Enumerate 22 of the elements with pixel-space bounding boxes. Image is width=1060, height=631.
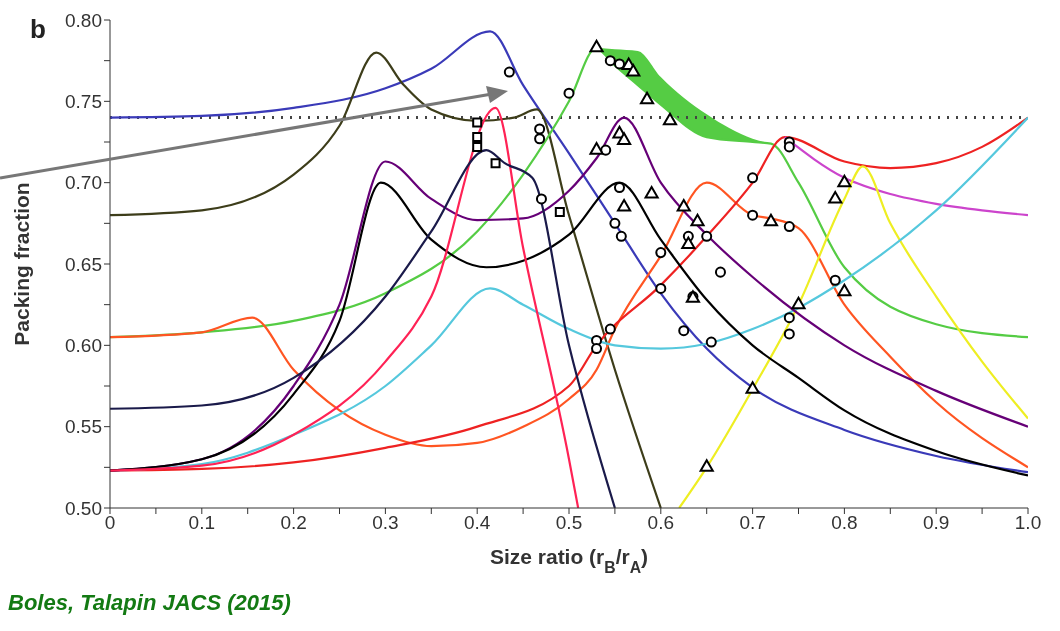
x-axis-title: Size ratio (r$_{B}$/r$_{A}$) xyxy=(489,545,649,576)
y-tick-label: 0.70 xyxy=(65,172,102,194)
text: Boles, Talapin JACS (2015) xyxy=(8,590,291,616)
x-tick-label: 0.9 xyxy=(922,512,950,534)
y-tick-label: 0.80 xyxy=(65,9,102,31)
x-tick-label: 0.3 xyxy=(372,512,399,534)
x-tick-label: 0.5 xyxy=(555,512,583,534)
y-tick-label: 0.75 xyxy=(65,91,102,113)
x-tick-label: 0.6 xyxy=(647,512,675,534)
x-tick-label: 0.8 xyxy=(831,512,858,534)
text: b xyxy=(30,14,46,45)
x-tick-label: 0.2 xyxy=(280,512,307,534)
x-tick-label: 0.4 xyxy=(463,512,491,534)
x-tick-label: 0.1 xyxy=(188,512,216,534)
y-tick-label: 0.60 xyxy=(65,335,102,357)
x-tick-label: 0.7 xyxy=(739,512,766,534)
x-tick-label: 0 xyxy=(104,512,116,534)
x-tick-label: 1.0 xyxy=(1014,512,1042,534)
y-axis-title: Packing fraction xyxy=(10,182,34,346)
y-tick-label: 0.65 xyxy=(65,253,102,275)
y-tick-label: 0.55 xyxy=(65,416,102,438)
y-tick-label: 0.50 xyxy=(65,497,102,519)
